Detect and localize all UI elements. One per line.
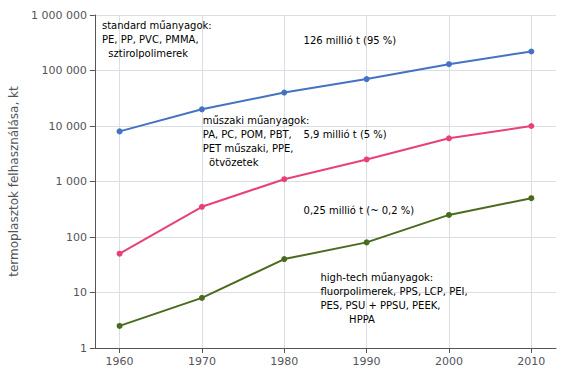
svg-text:10: 10 [73,286,87,299]
svg-text:PET műszaki, PPE,: PET műszaki, PPE, [203,143,294,154]
svg-text:0,25 millió t (~ 0,2 %): 0,25 millió t (~ 0,2 %) [304,205,415,216]
svg-text:1960: 1960 [106,355,134,368]
svg-text:2000: 2000 [435,355,463,368]
svg-text:sztirolpolimerek: sztirolpolimerek [102,48,188,59]
svg-text:1980: 1980 [270,355,298,368]
svg-text:PE, PP, PVC, PMMA,: PE, PP, PVC, PMMA, [102,34,199,45]
svg-text:PES, PSU + PPSU, PEEK,: PES, PSU + PPSU, PEEK, [321,300,441,311]
svg-text:100 000: 100 000 [41,64,87,77]
svg-text:standard műanyagok:: standard műanyagok: [102,20,212,31]
svg-text:5,9 millió t (5 %): 5,9 millió t (5 %) [304,129,387,140]
svg-text:1990: 1990 [353,355,381,368]
svg-text:126 millió t (95 %): 126 millió t (95 %) [304,35,397,46]
svg-text:10 000: 10 000 [48,120,87,133]
svg-text:HPPA: HPPA [321,314,376,325]
svg-text:ötvözetek: ötvözetek [203,157,259,168]
svg-text:2010: 2010 [517,355,545,368]
svg-text:műszaki műanyagok:: műszaki műanyagok: [203,115,310,126]
svg-text:PA, PC, POM, PBT,: PA, PC, POM, PBT, [203,129,292,140]
svg-text:high-tech műanyagok:: high-tech műanyagok: [321,272,434,283]
svg-text:1 000: 1 000 [55,175,87,188]
svg-text:termoplasztok felhasználása, k: termoplasztok felhasználása, kt [7,86,21,277]
svg-text:fluorpolimerek, PPS, LCP, PEI,: fluorpolimerek, PPS, LCP, PEI, [321,286,468,297]
svg-text:1: 1 [80,342,87,355]
svg-text:1970: 1970 [188,355,216,368]
svg-text:1 000 000: 1 000 000 [31,9,87,22]
svg-text:100: 100 [66,231,87,244]
